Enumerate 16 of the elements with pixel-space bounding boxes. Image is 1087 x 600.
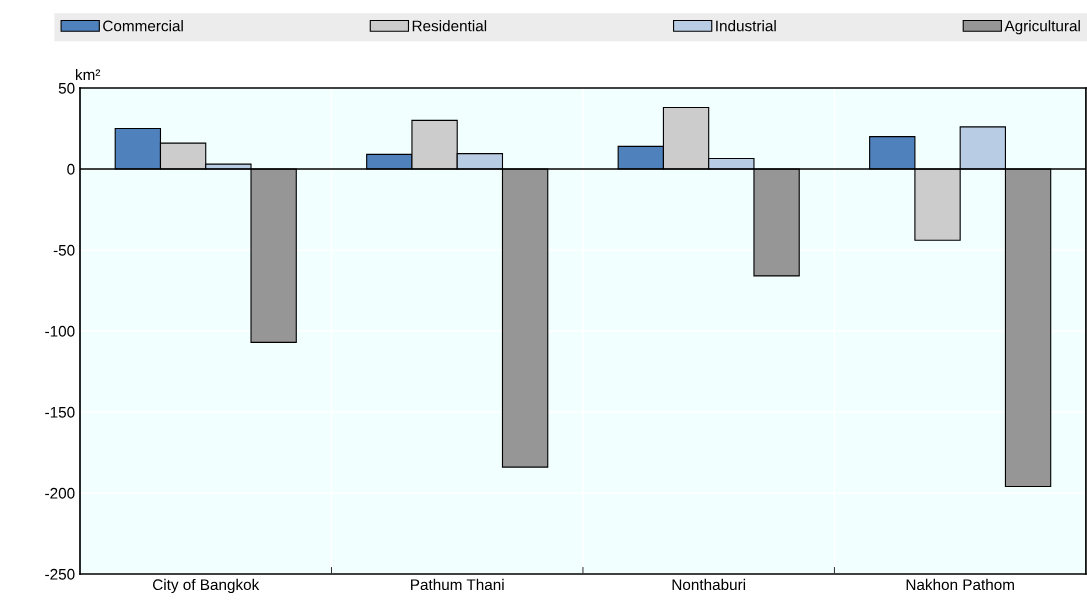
y-tick-label: 0: [67, 163, 75, 175]
x-tick-label: Nakhon Pathom: [906, 578, 1014, 591]
y-tick-label: -50: [53, 244, 75, 256]
y-tick-label: -100: [45, 325, 75, 337]
y-tick-label: -200: [45, 487, 75, 499]
legend-label: Agricultural: [1004, 20, 1080, 35]
legend-label: Residential: [412, 20, 487, 32]
y-tick-label: 50: [58, 82, 75, 94]
x-tick-label: Pathum Thani: [411, 578, 504, 591]
legend-label: Commercial: [103, 20, 183, 32]
y-axis-title: km²: [76, 68, 101, 80]
x-tick-label: Nonthaburi: [672, 578, 746, 591]
y-tick-label: -250: [45, 568, 75, 580]
y-tick-label: -150: [45, 406, 75, 418]
legend-label: Industrial: [716, 20, 776, 32]
x-tick-label: City of Bangkok: [153, 578, 260, 594]
